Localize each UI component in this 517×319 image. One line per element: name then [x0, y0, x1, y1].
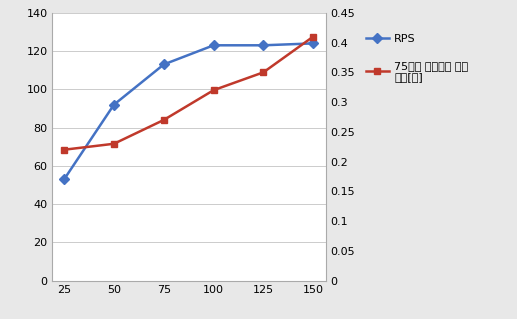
RPS [61, 177, 67, 181]
75번째 백분위수 대기
시간[초] [61, 148, 67, 152]
RPS [161, 63, 167, 66]
RPS [261, 43, 267, 47]
75번째 백분위수 대기
시간[초] [161, 118, 167, 122]
75번째 백분위수 대기
시간[초] [111, 142, 117, 146]
Line: 75번째 백분위수 대기
시간[초]: 75번째 백분위수 대기 시간[초] [60, 33, 317, 153]
75번째 백분위수 대기
시간[초] [261, 70, 267, 74]
RPS [310, 41, 316, 45]
75번째 백분위수 대기
시간[초] [310, 35, 316, 39]
RPS [111, 103, 117, 107]
Legend: RPS, 75번째 백분위수 대기
시간[초]: RPS, 75번째 백분위수 대기 시간[초] [364, 32, 470, 85]
Line: RPS: RPS [60, 40, 317, 183]
RPS [210, 43, 217, 47]
75번째 백분위수 대기
시간[초] [210, 88, 217, 92]
